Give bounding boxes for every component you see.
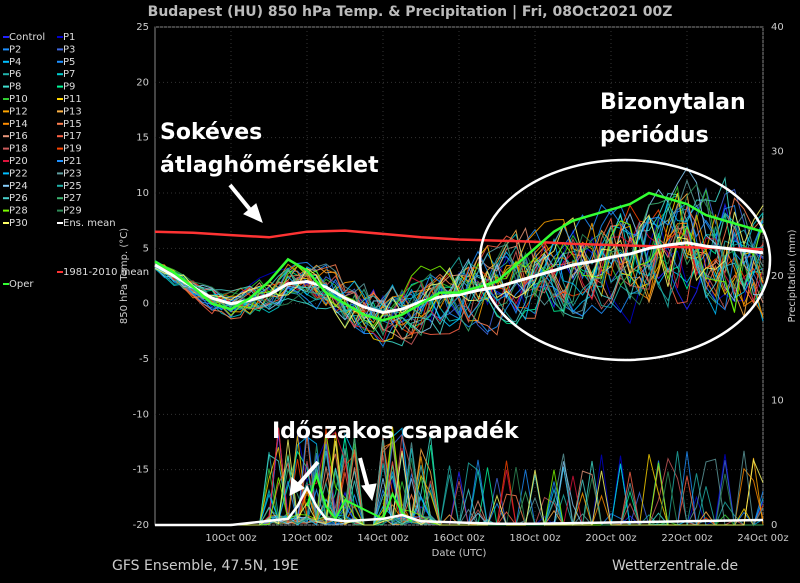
annotation-uncertain-line2: periódus xyxy=(600,123,709,148)
legend-item: Ens. mean xyxy=(63,218,116,229)
x-tick-label: 18Oct 00z xyxy=(509,533,560,544)
y2-tick-label: 30 xyxy=(771,147,784,158)
x-tick-label: 24Oct 00z xyxy=(737,533,788,544)
arrow-climate-line xyxy=(228,183,254,214)
legend-item: P11 xyxy=(63,94,82,105)
legend-item: P14 xyxy=(9,119,28,130)
legend-item: Control xyxy=(9,32,45,43)
annotation-arrows xyxy=(228,183,377,502)
legend-item: Oper xyxy=(9,279,34,290)
legend-item: P20 xyxy=(9,156,28,167)
precip-oper-line xyxy=(306,471,413,523)
y-axis-ticks: 25 20 15 10 5 0 -5 -10 -15 -20 xyxy=(133,22,149,531)
chart-title: Budapest (HU) 850 hPa Temp. & Precipitat… xyxy=(148,4,673,20)
annotation-uncertain-line1: Bizonytalan xyxy=(600,90,746,115)
x-axis-label: Date (UTC) xyxy=(432,548,487,559)
legend-item: P28 xyxy=(9,206,28,217)
x-tick-label: 16Oct 00z xyxy=(433,533,484,544)
footer-source: GFS Ensemble, 47.5N, 19E xyxy=(112,558,299,574)
y-tick-label: 5 xyxy=(143,243,149,254)
y-tick-label: 10 xyxy=(136,188,149,199)
legend-item: P16 xyxy=(9,131,28,142)
legend-item: P17 xyxy=(63,131,82,142)
legend-item: P18 xyxy=(9,144,28,155)
precipitation-series xyxy=(155,425,764,527)
arrow-precip-2 xyxy=(358,457,370,489)
annotation-climate-line2: átlaghőmérséklet xyxy=(160,153,379,178)
y-tick-label: 25 xyxy=(136,22,149,33)
legend-item: P2 xyxy=(9,44,21,55)
precip-mean-line xyxy=(155,484,764,527)
series-line-oper xyxy=(154,191,764,322)
y-tick-label: -20 xyxy=(133,520,149,531)
legend-item: P21 xyxy=(63,156,82,167)
legend-item: P25 xyxy=(63,181,82,192)
ensemble-member-line xyxy=(154,183,764,336)
legend-item: P27 xyxy=(63,193,82,204)
legend-item: P9 xyxy=(63,82,75,93)
legend: Control P1 P2 P3 P4 P5 P6 P7 P8 P9 P10 P11 P12 P13 P14… xyxy=(3,32,149,290)
annotation-precip: Időszakos csapadék xyxy=(272,419,520,444)
y2-tick-label: 10 xyxy=(771,396,784,407)
legend-item: P3 xyxy=(63,44,75,55)
y-tick-label: 0 xyxy=(143,299,149,310)
y-tick-label: -15 xyxy=(133,465,149,476)
main-series xyxy=(154,191,764,322)
legend-item: P23 xyxy=(63,168,82,179)
legend-item: P12 xyxy=(9,106,28,117)
legend-item: P7 xyxy=(63,69,75,80)
y-axis-label: 850 hPa Temp. (°C) xyxy=(119,228,130,324)
x-tick-label: 10Oct 00z xyxy=(205,533,256,544)
legend-item: P6 xyxy=(9,69,21,80)
legend-item: 1981-2010 mean xyxy=(63,267,149,278)
y2-tick-label: 20 xyxy=(771,271,784,282)
x-tick-label: 20Oct 00z xyxy=(585,533,636,544)
arrow-precip-1 xyxy=(296,460,320,487)
legend-item: P8 xyxy=(9,82,21,93)
precip-member-line xyxy=(155,439,764,526)
legend-item: P26 xyxy=(9,193,28,204)
x-tick-label: 14Oct 00z xyxy=(357,533,408,544)
legend-item: P19 xyxy=(63,144,82,155)
uncertainty-ellipse xyxy=(478,158,772,362)
legend-item: P15 xyxy=(63,119,82,130)
y-tick-label: 20 xyxy=(136,77,149,88)
y-tick-label: -5 xyxy=(139,354,149,365)
y-tick-label: 15 xyxy=(136,133,149,144)
x-tick-label: 22Oct 00z xyxy=(661,533,712,544)
x-axis-ticks: 10Oct 00z 12Oct 00z 14Oct 00z 16Oct 00z 18Oc… xyxy=(205,533,788,544)
y2-axis-label: Precipitation (mm) xyxy=(787,229,798,322)
legend-item: P1 xyxy=(63,32,75,43)
arrowhead-precip-1 xyxy=(289,477,305,496)
legend-item: P29 xyxy=(63,206,82,217)
y2-tick-label: 40 xyxy=(771,22,784,33)
series-line-ens-mean xyxy=(154,241,764,315)
arrowhead-climate xyxy=(243,203,263,223)
footer-site: Wetterzentrale.de xyxy=(612,558,738,574)
legend-item: P13 xyxy=(63,106,82,117)
legend-item: P10 xyxy=(9,94,28,105)
x-tick-label: 12Oct 00z xyxy=(281,533,332,544)
legend-item: P30 xyxy=(9,218,28,229)
annotation-climate-line1: Sokéves xyxy=(160,120,262,145)
y2-axis-ticks: 40 30 20 10 0 xyxy=(771,22,784,531)
legend-item: P5 xyxy=(63,57,75,68)
arrowhead-precip-2 xyxy=(361,483,377,502)
legend-item: P22 xyxy=(9,168,28,179)
legend-item: P4 xyxy=(9,57,21,68)
y2-tick-label: 0 xyxy=(771,520,777,531)
legend-item: P24 xyxy=(9,181,28,192)
y-tick-label: -10 xyxy=(133,409,149,420)
